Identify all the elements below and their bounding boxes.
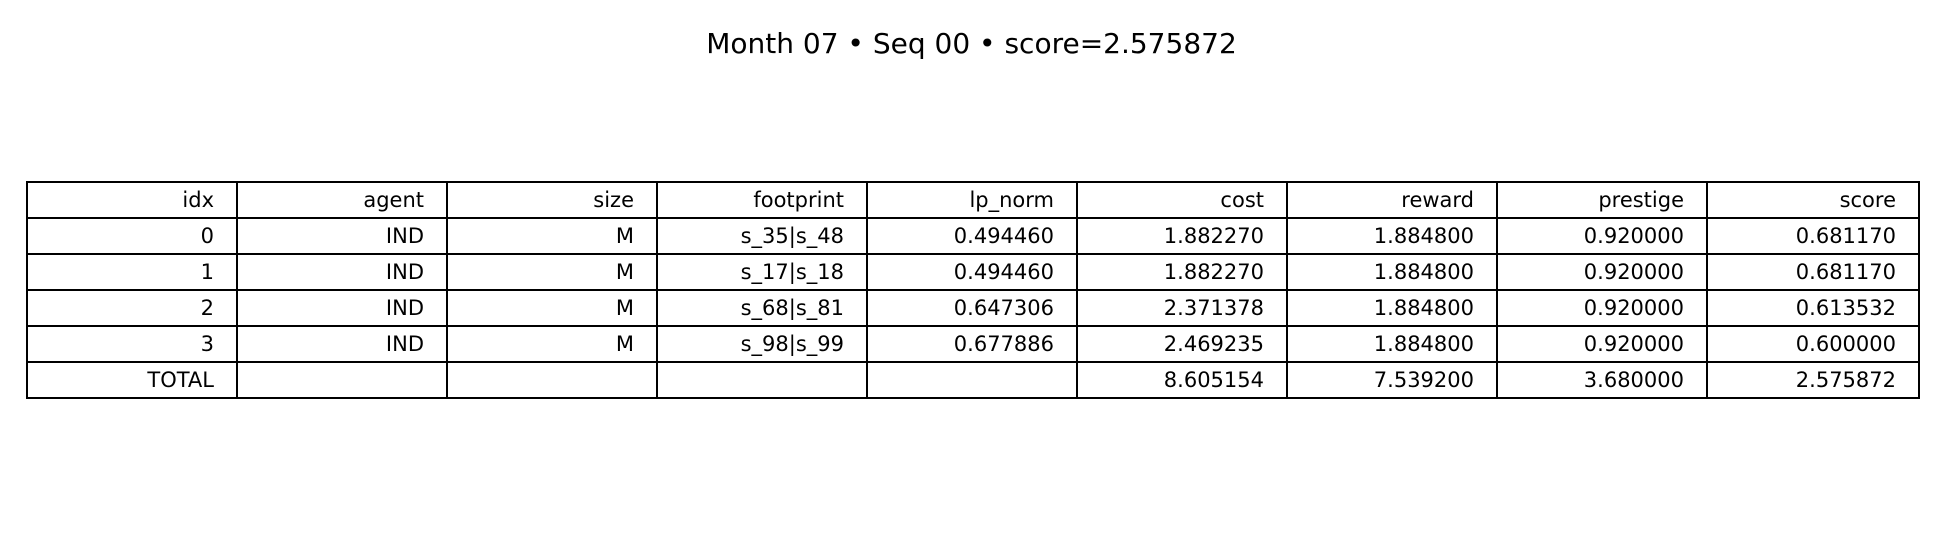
table-cell-idx: 1 (26, 253, 238, 291)
table-cell-reward: 1.884800 (1286, 217, 1498, 255)
table-cell-reward: 1.884800 (1286, 325, 1498, 363)
column-header-idx: idx (26, 181, 238, 219)
table-cell-idx: 0 (26, 217, 238, 255)
table-cell-agent: IND (236, 289, 448, 327)
table-cell-cost: 2.469235 (1076, 325, 1288, 363)
column-header-size: size (446, 181, 658, 219)
table-cell-footprint: s_98|s_99 (656, 325, 868, 363)
table-cell-lp-norm: 0.494460 (866, 217, 1078, 255)
table-cell-idx: 2 (26, 289, 238, 327)
table-cell-score: 0.681170 (1706, 217, 1920, 255)
table-cell-size: M (446, 253, 658, 291)
table-cell-agent (236, 361, 448, 399)
results-table: idx agent size footprint lp_norm cost reward pr… (26, 181, 1920, 399)
table-cell-size (446, 361, 658, 399)
table-cell-score: 2.575872 (1706, 361, 1920, 399)
table-cell-score: 0.681170 (1706, 253, 1920, 291)
column-header-agent: agent (236, 181, 448, 219)
table-cell-lp-norm: 0.494460 (866, 253, 1078, 291)
table-cell-footprint (656, 361, 868, 399)
column-header-prestige: prestige (1496, 181, 1708, 219)
table-cell-agent: IND (236, 253, 448, 291)
column-header-footprint: footprint (656, 181, 868, 219)
table-cell-prestige: 0.920000 (1496, 289, 1708, 327)
table-cell-prestige: 3.680000 (1496, 361, 1708, 399)
table-cell-idx: TOTAL (26, 361, 238, 399)
table-cell-reward: 1.884800 (1286, 253, 1498, 291)
table-total-row: TOTAL 8.605154 7.539200 3.680000 2.575872 (26, 361, 1920, 399)
table-cell-agent: IND (236, 325, 448, 363)
table-cell-cost: 1.882270 (1076, 217, 1288, 255)
column-header-cost: cost (1076, 181, 1288, 219)
table-cell-size: M (446, 325, 658, 363)
table-cell-idx: 3 (26, 325, 238, 363)
table-cell-lp-norm: 0.647306 (866, 289, 1078, 327)
table-cell-lp-norm: 0.677886 (866, 325, 1078, 363)
table-cell-cost: 8.605154 (1076, 361, 1288, 399)
table-cell-score: 0.613532 (1706, 289, 1920, 327)
table-cell-cost: 2.371378 (1076, 289, 1288, 327)
column-header-reward: reward (1286, 181, 1498, 219)
table-title: Month 07 • Seq 00 • score=2.575872 (706, 27, 1237, 60)
table-cell-footprint: s_17|s_18 (656, 253, 868, 291)
column-header-lp-norm: lp_norm (866, 181, 1078, 219)
column-header-score: score (1706, 181, 1920, 219)
table-cell-cost: 1.882270 (1076, 253, 1288, 291)
table-header-row: idx agent size footprint lp_norm cost reward pr… (26, 181, 1920, 219)
table-cell-lp-norm (866, 361, 1078, 399)
table-cell-size: M (446, 289, 658, 327)
table-cell-prestige: 0.920000 (1496, 253, 1708, 291)
table-body: idx agent size footprint lp_norm cost reward pr… (26, 181, 1920, 399)
table-cell-reward: 7.539200 (1286, 361, 1498, 399)
table-cell-score: 0.600000 (1706, 325, 1920, 363)
table-cell-size: M (446, 217, 658, 255)
table-cell-prestige: 0.920000 (1496, 325, 1708, 363)
table-cell-footprint: s_35|s_48 (656, 217, 868, 255)
table-cell-reward: 1.884800 (1286, 289, 1498, 327)
table-cell-prestige: 0.920000 (1496, 217, 1708, 255)
table-cell-footprint: s_68|s_81 (656, 289, 868, 327)
table-cell-agent: IND (236, 217, 448, 255)
